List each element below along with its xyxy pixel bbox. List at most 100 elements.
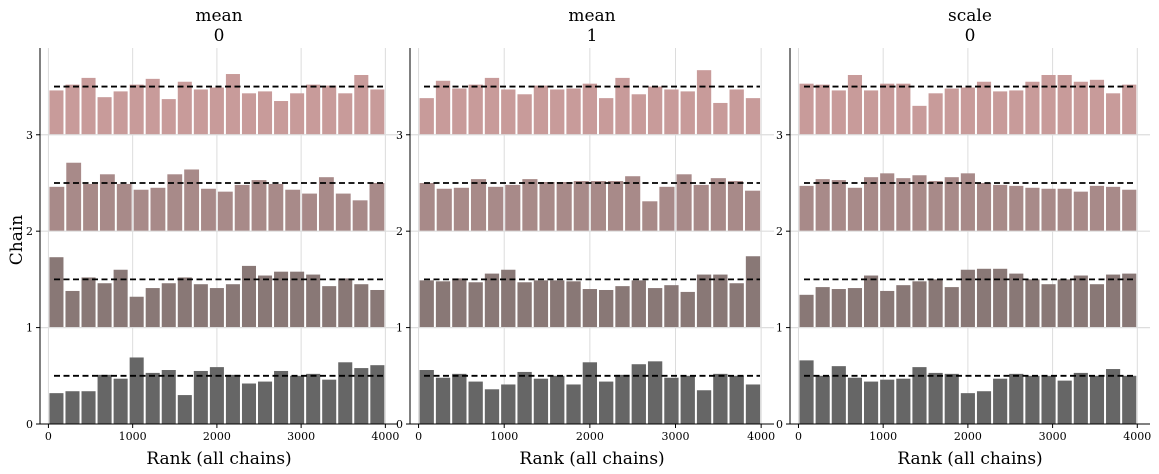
bar-chain-0 xyxy=(501,384,516,424)
bar-chain-0 xyxy=(306,373,321,424)
bar-chain-3 xyxy=(97,97,112,135)
bar-chain-1 xyxy=(49,257,64,328)
bar-chain-1 xyxy=(81,277,96,328)
y-tick-label: 3 xyxy=(776,129,783,142)
x-tick-label: 3000 xyxy=(1039,430,1067,443)
bar-chain-2 xyxy=(234,184,250,232)
bar-chain-2 xyxy=(436,188,452,232)
panel-title-line: mean xyxy=(195,6,242,26)
bar-chain-0 xyxy=(435,377,451,424)
bar-chain-0 xyxy=(419,370,434,424)
bar-chain-3 xyxy=(647,86,663,135)
bar-chain-0 xyxy=(928,372,943,424)
bar-chain-1 xyxy=(290,271,305,328)
bar-chain-0 xyxy=(113,378,128,424)
bar-chain-0 xyxy=(745,384,761,424)
bar-chain-3 xyxy=(177,81,192,135)
bar-chain-3 xyxy=(435,80,451,135)
bar-chain-0 xyxy=(517,371,532,424)
bar-chain-0 xyxy=(81,391,96,424)
bar-chain-1 xyxy=(209,288,224,328)
bar-chain-2 xyxy=(625,176,641,232)
bar-chain-3 xyxy=(370,89,385,135)
bar-chain-1 xyxy=(177,277,192,328)
bar-chain-0 xyxy=(354,368,369,424)
bar-chain-2 xyxy=(1057,188,1072,232)
bar-chain-1 xyxy=(1122,273,1137,328)
bar-chain-3 xyxy=(664,89,679,135)
bar-chain-1 xyxy=(517,282,532,328)
bar-chain-1 xyxy=(1041,284,1056,328)
x-axis-label: Rank (all chains) xyxy=(146,449,291,469)
bar-chain-0 xyxy=(680,375,695,424)
bar-chain-1 xyxy=(241,265,257,328)
bar-chain-0 xyxy=(258,381,273,424)
x-tick-label: 2000 xyxy=(203,430,231,443)
bar-chain-1 xyxy=(896,285,911,328)
bar-chain-3 xyxy=(306,84,321,135)
bar-chain-0 xyxy=(1009,373,1024,424)
bar-chain-2 xyxy=(285,189,301,232)
bar-chain-1 xyxy=(338,278,353,328)
bar-chain-0 xyxy=(370,365,385,424)
bar-chain-2 xyxy=(1041,188,1056,232)
bar-chain-3 xyxy=(161,99,176,135)
bar-chain-0 xyxy=(533,378,549,424)
bar-chain-1 xyxy=(1089,284,1105,328)
bar-chain-2 xyxy=(944,177,959,232)
bar-chain-1 xyxy=(322,286,337,328)
bar-chain-1 xyxy=(1009,273,1024,328)
x-tick-label: 1000 xyxy=(119,430,147,443)
bar-chain-3 xyxy=(599,98,614,135)
bar-chain-2 xyxy=(184,169,200,232)
bar-chain-2 xyxy=(847,187,863,232)
bar-chain-3 xyxy=(1089,79,1105,135)
y-tick-label: 0 xyxy=(26,418,33,431)
bar-chain-1 xyxy=(615,286,630,328)
x-tick-label: 2000 xyxy=(576,430,604,443)
bar-chain-1 xyxy=(912,281,927,328)
bar-chain-3 xyxy=(193,89,208,135)
bar-chain-1 xyxy=(97,283,112,328)
bar-chain-3 xyxy=(615,77,630,135)
bar-chain-0 xyxy=(145,372,160,424)
bar-chain-3 xyxy=(322,85,337,135)
bar-chain-0 xyxy=(864,381,879,424)
bar-chain-2 xyxy=(831,180,846,232)
bar-chain-1 xyxy=(1073,275,1088,328)
bar-chain-2 xyxy=(505,184,521,232)
y-tick-label: 3 xyxy=(26,129,33,142)
bar-chain-0 xyxy=(1073,372,1088,424)
bar-chain-0 xyxy=(468,381,483,424)
y-axis-label: Chain xyxy=(7,215,27,266)
bar-chain-0 xyxy=(566,384,581,424)
bar-chain-1 xyxy=(1057,279,1072,328)
bar-chain-0 xyxy=(452,373,467,424)
bar-chain-0 xyxy=(322,379,337,424)
bar-chain-1 xyxy=(1106,274,1121,328)
bar-chain-0 xyxy=(631,364,646,424)
x-tick-label: 1000 xyxy=(869,430,897,443)
bar-chain-1 xyxy=(419,280,434,328)
x-tick-label: 0 xyxy=(415,430,422,443)
bar-chain-3 xyxy=(129,84,144,135)
bar-chain-3 xyxy=(533,85,549,135)
bar-chain-1 xyxy=(680,291,695,328)
y-tick-label: 1 xyxy=(26,322,33,335)
bar-chain-3 xyxy=(354,74,369,135)
bar-chain-3 xyxy=(209,87,224,135)
bar-chain-1 xyxy=(993,268,1008,328)
bar-chain-0 xyxy=(582,362,598,424)
bar-chain-0 xyxy=(664,377,679,424)
bar-chain-2 xyxy=(470,179,487,232)
bar-chain-2 xyxy=(116,183,132,232)
bar-chain-1 xyxy=(533,280,549,328)
y-tick-label: 1 xyxy=(776,322,783,335)
bar-chain-3 xyxy=(880,83,895,135)
bar-chain-1 xyxy=(274,271,289,328)
bar-chain-2 xyxy=(642,201,658,232)
bar-chain-2 xyxy=(318,177,334,232)
bar-chain-2 xyxy=(217,191,233,232)
bar-chain-1 xyxy=(452,278,467,328)
bar-chain-2 xyxy=(607,181,624,232)
